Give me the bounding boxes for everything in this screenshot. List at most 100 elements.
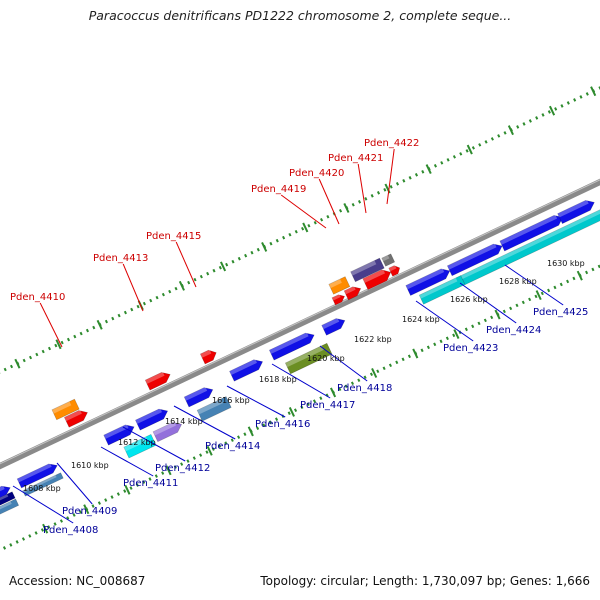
ruler-major-tick: [507, 125, 514, 136]
scale-label: 1610 kbp: [71, 461, 109, 470]
gene-label: Pden_4423: [443, 343, 498, 354]
gene-feature: [343, 286, 362, 301]
gene-feature: [381, 253, 396, 267]
gene-arrow: [557, 200, 595, 224]
label-leader: [459, 282, 517, 324]
label-leader: [175, 241, 197, 288]
ruler-major-tick: [549, 105, 556, 116]
map-title: Paracoccus denitrificans PD1222 chromoso…: [88, 8, 512, 23]
ruler-major-tick: [412, 348, 419, 359]
gene-arrow: [268, 332, 315, 361]
gene-label: Pden_4419: [251, 184, 306, 195]
gene-feature: [362, 269, 392, 291]
gene-arrow: [152, 422, 183, 443]
ruler-major-tick: [576, 270, 583, 281]
scale-label: 1608 kbp: [23, 484, 61, 493]
gene-shine: [388, 265, 397, 272]
label-leader: [271, 363, 331, 399]
label-leader: [415, 300, 474, 342]
gene-arrow: [331, 294, 345, 306]
gene-shine: [557, 199, 589, 218]
gene-shine: [269, 332, 309, 354]
gene-shine: [17, 463, 52, 483]
label-leader: [226, 385, 286, 418]
scale-label: 1624 kbp: [402, 315, 440, 324]
scale-label: 1630 kbp: [547, 259, 585, 268]
gene-feature: [328, 276, 351, 295]
gene-feature: [557, 199, 595, 224]
ruler-major-tick: [206, 445, 213, 456]
gene-arrow: [199, 349, 217, 365]
gene-arrow: [51, 398, 80, 421]
label-leader: [318, 178, 340, 225]
gene-shine: [229, 359, 258, 376]
ruler-major-tick: [14, 358, 21, 369]
gene-label: Pden_4411: [123, 478, 178, 489]
gene-arrow: [388, 265, 401, 277]
gene-arrow: [405, 268, 451, 296]
gene-label: Pden_4417: [300, 400, 355, 411]
gene-shine: [344, 286, 356, 295]
scale-label: 1616 kbp: [212, 396, 250, 405]
label-leader: [39, 302, 63, 348]
gene-shine: [200, 349, 212, 358]
gene-feature: [51, 398, 80, 421]
gene-arrow: [460, 188, 600, 286]
gene-shine: [197, 398, 223, 415]
gene-shine: [460, 191, 600, 280]
gene-label: Pden_4410: [10, 292, 65, 303]
backbone-highlight: [0, 179, 600, 465]
label-leaders: [12, 148, 564, 524]
label-leader: [122, 426, 186, 462]
gene-feature: [388, 265, 401, 277]
ruler-major-tick: [165, 465, 172, 476]
backbone-line: [0, 178, 600, 470]
gene-feature: [103, 424, 135, 446]
gene-arrow: [183, 387, 214, 408]
gene-feature: [144, 371, 171, 391]
gene-feature: [229, 359, 264, 382]
gene-arrow: [144, 372, 171, 391]
gene-feature: [284, 342, 333, 375]
gene-shine: [350, 260, 377, 276]
gene-shine: [103, 424, 129, 439]
scale-label: 1612 kbp: [118, 438, 156, 447]
gene-feature: [350, 257, 385, 283]
label-leader: [504, 264, 564, 306]
gene-arrow: [284, 342, 333, 375]
gene-feature: [460, 188, 600, 286]
gene-arrow: [350, 257, 385, 283]
gene-arrow: [343, 286, 362, 301]
gene-arrow: [499, 215, 564, 252]
gene-label: Pden_4418: [337, 383, 392, 394]
gene-feature: [405, 268, 451, 296]
gene-feature: [22, 472, 64, 497]
gene-arrow: [0, 491, 16, 516]
scale-label: 1618 kbp: [259, 375, 297, 384]
ruler-major-tick: [371, 368, 378, 378]
ruler-major-tick: [590, 86, 597, 97]
gene-arrow: [16, 463, 58, 489]
gene-shine: [184, 387, 208, 401]
gene-label: Pden_4409: [62, 506, 117, 517]
label-leader: [280, 194, 327, 229]
gene-feature: [196, 396, 232, 422]
accession-text: Accession: NC_008687: [9, 574, 146, 588]
gene-label: Pden_4416: [255, 419, 310, 430]
label-leader: [100, 446, 154, 477]
gene-arrow: [196, 396, 232, 422]
gene-feature: [331, 294, 345, 306]
gene-feature: [135, 408, 169, 431]
gene-feature: [0, 485, 11, 510]
backbone: [0, 178, 600, 470]
gene-feature: [446, 243, 503, 277]
gene-shine: [22, 475, 57, 493]
gene-arrow: [0, 485, 11, 510]
gene-arrow: [381, 253, 396, 267]
gene-feature: [0, 498, 20, 523]
gene-shine: [331, 294, 341, 301]
gene-feature: [152, 421, 183, 443]
gene-label: Pden_4415: [146, 231, 201, 242]
gene-arrow: [63, 410, 88, 428]
